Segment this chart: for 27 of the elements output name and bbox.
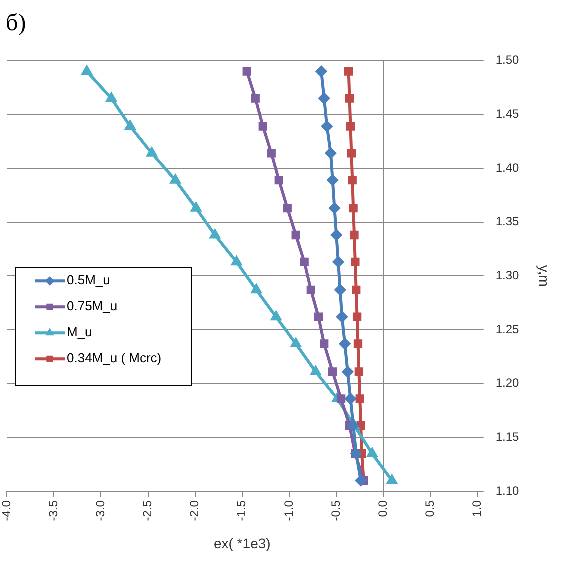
legend-label: 0.75M_u: [67, 298, 118, 314]
legend-label: 0.5M_u: [67, 272, 110, 288]
y-tick-label: 1.40: [496, 160, 520, 175]
y-tick-label: 1.50: [496, 53, 520, 68]
x-tick-label: -2.0: [188, 500, 202, 522]
y-tick-label: 1.35: [496, 214, 520, 229]
x-tick-label: -1.0: [282, 500, 296, 522]
x-tick-label: 0.0: [376, 500, 390, 518]
y-axis-title: y,m: [536, 265, 553, 287]
y-tick-label: 1.30: [496, 268, 520, 282]
legend-label: 0.34M_u ( Mcrc): [67, 350, 162, 366]
x-tick-label: -4.0: [0, 500, 14, 522]
x-tick-label: -0.5: [328, 500, 343, 522]
y-tick-label: 1.25: [496, 322, 520, 336]
x-tick-label: -1.5: [234, 500, 249, 522]
x-tick-label: 0.5: [423, 500, 438, 518]
x-tick-label: 1.0: [470, 500, 484, 518]
x-tick-label: -2.5: [140, 500, 155, 522]
x-tick-label: -3.0: [93, 500, 108, 522]
y-tick-label: 1.20: [496, 376, 520, 390]
x-axis-title: ex( *1e3): [214, 535, 271, 552]
y-tick-label: 1.15: [496, 430, 520, 444]
x-tick-label: -3.5: [46, 500, 60, 522]
chart-title: б): [6, 10, 26, 37]
legend-label: M_u: [67, 324, 92, 340]
y-tick-label: 1.10: [496, 484, 520, 498]
y-tick-label: 1.45: [496, 106, 520, 121]
